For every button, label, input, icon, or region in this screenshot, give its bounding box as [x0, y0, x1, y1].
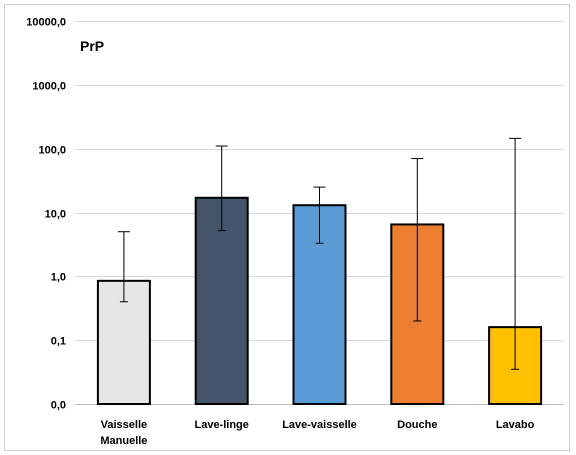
label-layer: 0,0 0,1 1,0 10,0 100,0 1000,0 10000,0 Vaisselle… — [26, 17, 534, 448]
y-tick-label: 0,1 — [51, 336, 66, 348]
y-tick-label: 100,0 — [38, 145, 66, 157]
x-category-label: Lave-vaisselle — [282, 419, 357, 431]
x-category-label: Lavabo — [496, 419, 535, 431]
y-tick-label: 10000,0 — [26, 17, 66, 29]
y-tick-label: 0,0 — [51, 400, 66, 412]
y-tick-label: 10,0 — [45, 209, 66, 221]
y-tick-label: 1000,0 — [32, 81, 66, 93]
error-bar-layer — [117, 137, 522, 370]
x-category-label: Vaisselle Manuelle — [100, 419, 147, 447]
chart-title: PrP — [80, 38, 104, 54]
x-category-label: Douche — [397, 419, 437, 431]
grid-layer — [75, 21, 564, 405]
y-tick-label: 1,0 — [51, 272, 66, 284]
x-category-label: Lave-linge — [194, 419, 248, 431]
bar — [194, 196, 249, 405]
